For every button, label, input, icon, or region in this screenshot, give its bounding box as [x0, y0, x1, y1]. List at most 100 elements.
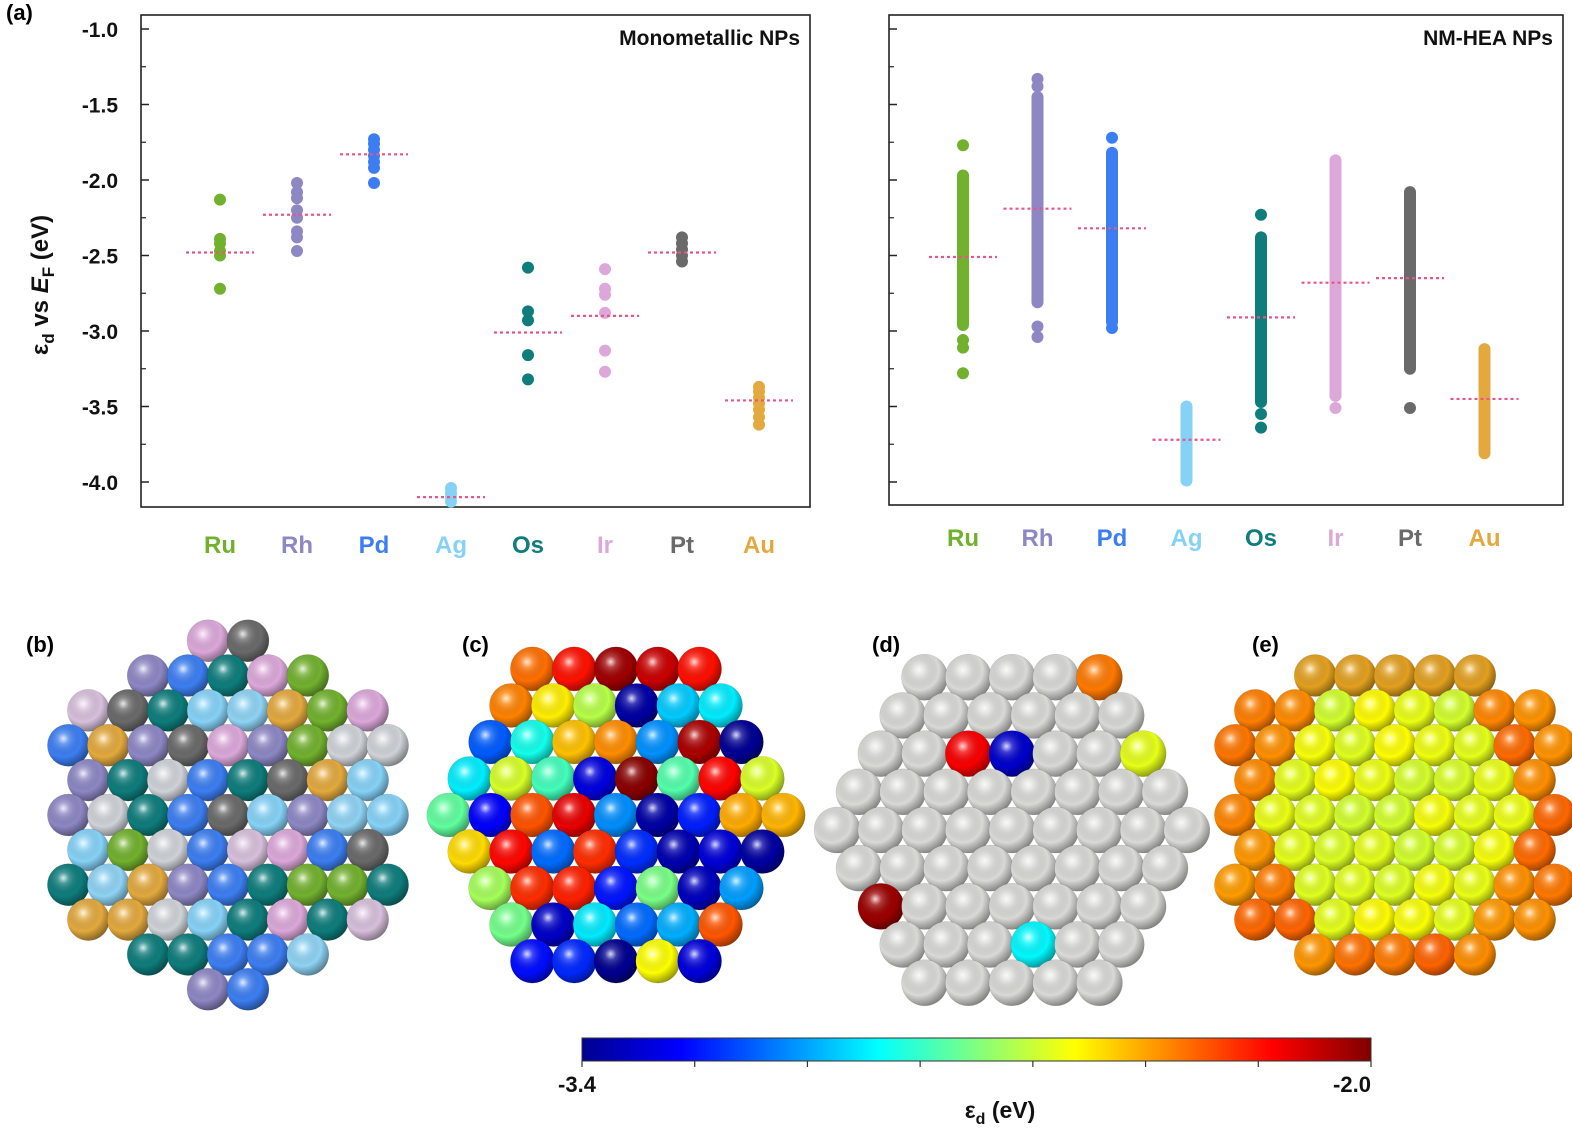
- atom: [1353, 898, 1397, 941]
- data-point: [1255, 421, 1267, 434]
- atom: [1533, 793, 1572, 837]
- atom-shading: [306, 689, 349, 732]
- atom-shading: [1453, 933, 1496, 976]
- nm-hea-chart: NM-HEA NPs Ru Rh Pd Ag Os Ir Pt Au: [888, 14, 1564, 552]
- atom-shading: [857, 883, 904, 930]
- atom-shading: [677, 939, 722, 984]
- atom: [266, 689, 310, 732]
- atom-shading: [1274, 828, 1317, 871]
- atom: [226, 967, 270, 1011]
- atom-shading: [468, 793, 513, 837]
- ylabel-unit: (eV): [27, 215, 54, 260]
- data-point: [676, 255, 688, 268]
- atom: [1097, 921, 1145, 968]
- atom-shading: [1032, 654, 1079, 701]
- mean-lines-left: [186, 153, 793, 499]
- atom: [1453, 723, 1497, 767]
- atom: [1119, 730, 1167, 777]
- data-point: [1255, 408, 1267, 421]
- atom-shading: [1234, 898, 1277, 941]
- atom: [146, 898, 190, 941]
- atom: [966, 692, 1014, 739]
- atom-shading: [719, 866, 764, 911]
- x-category-label: Au: [743, 532, 775, 559]
- atom: [1313, 828, 1357, 872]
- atom: [1293, 723, 1337, 767]
- atom: [186, 898, 230, 941]
- x-category-label: Os: [1245, 525, 1277, 552]
- atom: [346, 898, 389, 941]
- atom: [126, 793, 170, 837]
- atom-shading: [1234, 689, 1277, 732]
- data-point-cluster: [1404, 186, 1416, 375]
- data-point: [522, 314, 534, 327]
- atom-shading: [207, 794, 249, 836]
- y-axis-right: [889, 28, 897, 483]
- atom: [106, 828, 150, 872]
- atom-shading: [1054, 921, 1101, 968]
- atom: [551, 865, 597, 911]
- atom-shading: [1254, 863, 1297, 906]
- atom: [719, 719, 764, 765]
- atom-shading: [1314, 898, 1357, 941]
- atom-shading: [740, 756, 785, 801]
- atom-shading: [1076, 883, 1123, 930]
- atom: [901, 806, 948, 854]
- ylabel-epsilon: ε: [27, 344, 54, 355]
- atom-shading: [1513, 759, 1556, 802]
- atom-shading: [226, 759, 269, 802]
- atom-shading: [207, 933, 249, 976]
- atom: [551, 938, 597, 984]
- atom: [1010, 921, 1058, 968]
- atom: [944, 806, 992, 854]
- atom-shading: [1254, 794, 1297, 836]
- atom-shading: [1513, 898, 1556, 941]
- atom-shading: [552, 866, 597, 911]
- data-point: [1031, 80, 1044, 93]
- atom: [366, 723, 409, 767]
- atom: [1413, 933, 1457, 976]
- colorbar-max-label: -2.0: [1333, 1072, 1371, 1097]
- y-tick-label: -3.0: [82, 321, 118, 344]
- atom-shading: [1076, 730, 1123, 777]
- atom-shading: [1453, 794, 1496, 836]
- atom-shading: [1433, 759, 1476, 802]
- atom-shading: [635, 793, 680, 837]
- atom: [572, 902, 618, 947]
- atom: [206, 654, 250, 697]
- atom: [1453, 863, 1497, 907]
- atom: [1493, 863, 1536, 907]
- atom-shading: [945, 730, 992, 777]
- data-point: [957, 341, 969, 354]
- monometallic-chart: Monometallic NPs -1.0 -1.5 -2.0 -2.5 -3.0 -3.…: [27, 14, 811, 559]
- atom: [489, 902, 534, 947]
- atom-shading: [1493, 794, 1536, 836]
- atom: [286, 654, 330, 697]
- atom-shading: [1374, 724, 1416, 767]
- atom: [719, 865, 764, 911]
- atom-shading: [326, 794, 369, 836]
- atom-shading: [286, 654, 329, 697]
- atom-shading: [187, 828, 230, 871]
- atom: [1413, 793, 1457, 837]
- atom: [1273, 898, 1317, 941]
- ylabel-sub-F: F: [39, 267, 58, 277]
- atom: [1097, 768, 1145, 816]
- data-point: [599, 365, 611, 378]
- atom-shading: [147, 689, 190, 732]
- atom: [835, 768, 883, 816]
- atom-shading: [266, 759, 309, 802]
- y-tick-label: -3.5: [82, 397, 119, 420]
- atom-shading: [761, 793, 806, 837]
- atom: [923, 844, 970, 892]
- atom-shading: [1354, 898, 1397, 941]
- atom: [593, 865, 639, 911]
- atom: [306, 898, 350, 941]
- atom-shading: [1453, 863, 1496, 906]
- atom-shading: [489, 829, 534, 874]
- data-point: [599, 344, 611, 357]
- atom-shading: [1513, 689, 1556, 732]
- atom-shading: [1334, 933, 1377, 976]
- atom-shading: [147, 759, 190, 802]
- y-tick-labels-left: -1.0 -1.5 -2.0 -2.5 -3.0 -3.5 -4.0: [82, 19, 119, 495]
